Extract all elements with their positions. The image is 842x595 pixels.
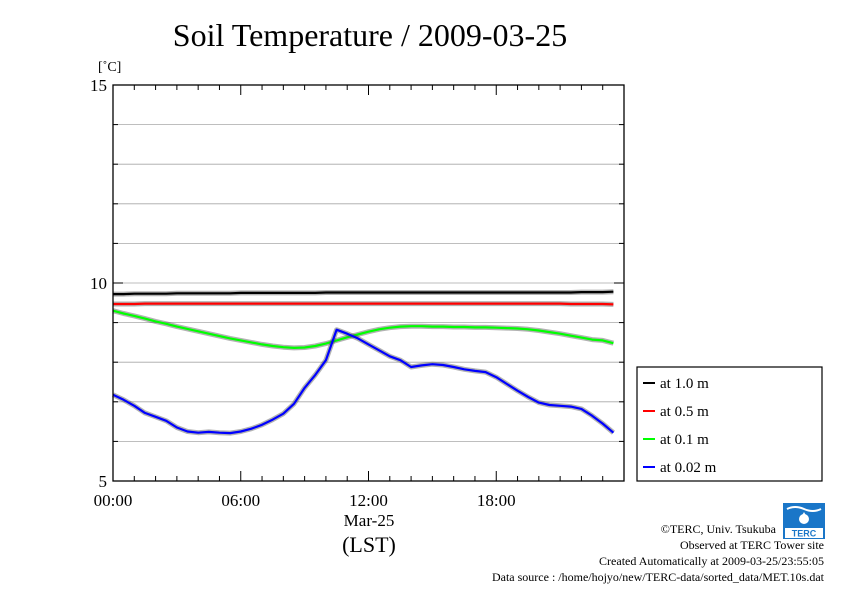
axis-ticks xyxy=(112,84,625,482)
series-line-at-0-5-m xyxy=(113,302,614,306)
credit-line: ©TERC, Univ. Tsukuba xyxy=(660,522,776,536)
site-line: Observed at TERC Tower site xyxy=(679,538,824,552)
created-line: Created Automatically at 2009-03-25/23:5… xyxy=(599,554,824,568)
terc-logo-icon: TERC xyxy=(783,503,825,539)
y-tick-label: 5 xyxy=(99,472,108,491)
x-axis-label: (LST) xyxy=(342,532,396,557)
y-tick-label: 10 xyxy=(90,274,107,293)
series-line-at-0-02-m xyxy=(112,328,615,435)
legend-box xyxy=(636,366,823,482)
y-tick-labels: 5 10 15 xyxy=(90,76,107,491)
x-date-label: Mar-25 xyxy=(344,511,395,530)
x-tick-label: 12:00 xyxy=(349,491,388,510)
grid-lines xyxy=(113,124,624,442)
y-tick-label: 15 xyxy=(90,76,107,95)
chart-title: Soil Temperature / 2009-03-25 xyxy=(173,17,567,53)
x-tick-labels: 00:00 06:00 12:00 18:00 xyxy=(94,491,516,510)
series-line-at-1-0-m xyxy=(113,290,614,296)
legend-label: at 0.02 m xyxy=(660,460,717,476)
logo-text: TERC xyxy=(792,529,817,539)
series-shadow-at-0-02-m xyxy=(111,327,616,436)
y-axis-label: [˚C] xyxy=(98,60,121,75)
x-tick-label: 18:00 xyxy=(477,491,516,510)
legend-label: at 0.1 m xyxy=(660,432,709,448)
legend: at 1.0 m at 0.5 m at 0.1 m at 0.02 m xyxy=(636,366,823,482)
x-tick-label: 06:00 xyxy=(221,491,260,510)
series-line-at-0-1-m xyxy=(112,309,614,349)
series-lines xyxy=(111,289,616,436)
legend-label: at 0.5 m xyxy=(660,404,709,420)
x-tick-label: 00:00 xyxy=(94,491,133,510)
credits-block: ©TERC, Univ. Tsukuba Observed at TERC To… xyxy=(492,521,824,585)
legend-label: at 1.0 m xyxy=(660,376,709,392)
source-line: Data source : /home/hojyo/new/TERC-data/… xyxy=(491,570,824,584)
